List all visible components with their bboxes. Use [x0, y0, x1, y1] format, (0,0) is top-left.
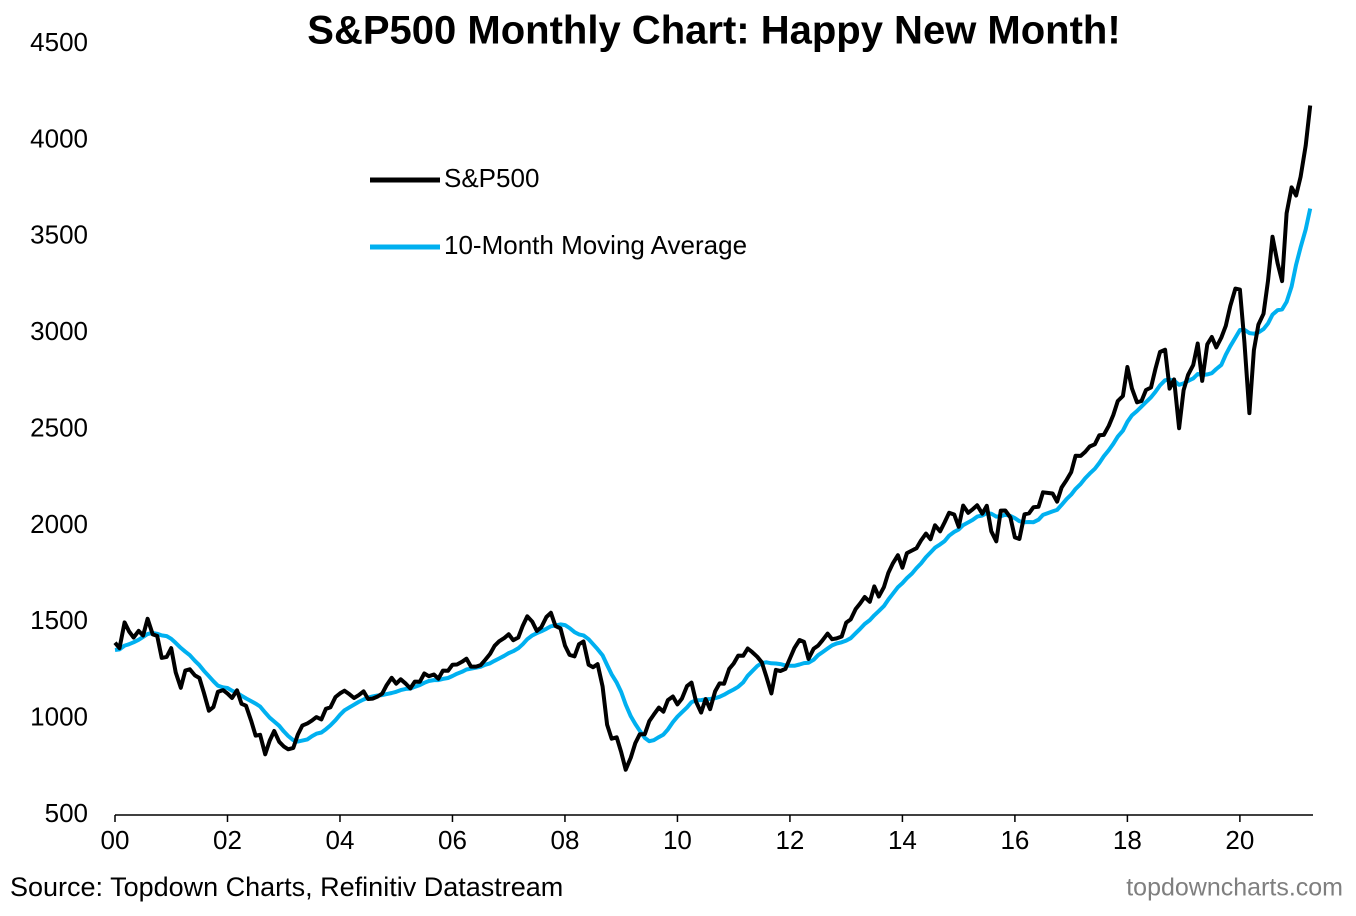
y-tick-label: 4500 — [30, 27, 88, 57]
y-tick-label: 2500 — [30, 412, 88, 442]
chart-title: S&P500 Monthly Chart: Happy New Month! — [307, 9, 1120, 53]
y-tick-label: 4000 — [30, 123, 88, 153]
x-tick-label: 04 — [326, 825, 355, 855]
y-tick-label: 3500 — [30, 220, 88, 250]
x-tick-label: 14 — [888, 825, 917, 855]
y-tick-label: 500 — [45, 798, 88, 828]
y-tick-label: 1500 — [30, 605, 88, 635]
x-tick-label: 06 — [438, 825, 467, 855]
watermark: topdowncharts.com — [1126, 874, 1343, 902]
y-tick-label: 2000 — [30, 509, 88, 539]
x-tick-label: 18 — [1113, 825, 1142, 855]
y-tick-label: 3000 — [30, 316, 88, 346]
series-line — [113, 105, 1313, 772]
x-tick-label: 16 — [1000, 825, 1029, 855]
source-note: Source: Topdown Charts, Refinitiv Datast… — [10, 872, 563, 902]
x-tick-label: 02 — [213, 825, 242, 855]
x-tick-label: 20 — [1225, 825, 1254, 855]
x-tick-label: 10 — [663, 825, 692, 855]
x-tick-label: 00 — [101, 825, 130, 855]
legend-label: 10-Month Moving Average — [444, 230, 747, 260]
x-tick-label: 08 — [550, 825, 579, 855]
legend-label: S&P500 — [444, 163, 539, 193]
y-tick-label: 1000 — [30, 702, 88, 732]
x-tick-label: 12 — [775, 825, 804, 855]
